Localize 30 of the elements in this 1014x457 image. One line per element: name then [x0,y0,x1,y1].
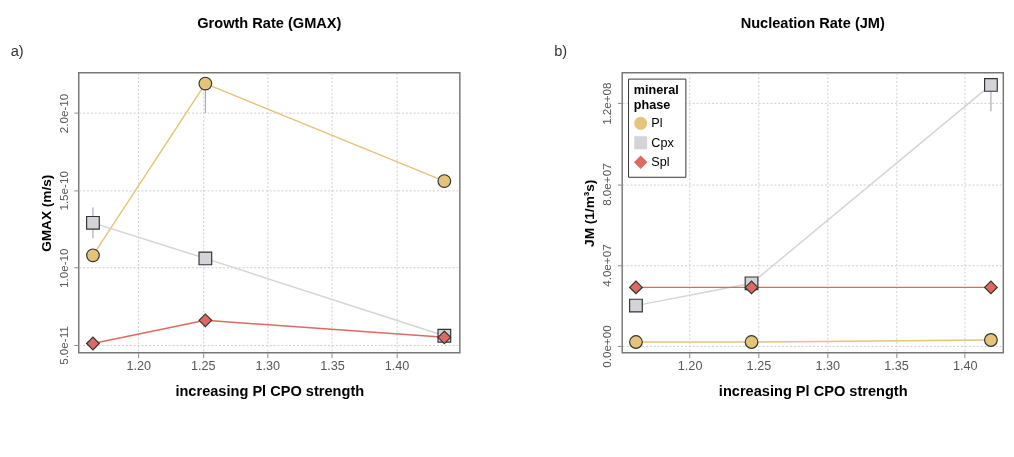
y-tick-label: 4.0e+07 [600,244,614,287]
chart-title: Growth Rate (GMAX) [197,15,342,32]
y-tick-label: 5.0e-11 [56,326,70,365]
x-tick-label: 1.25 [746,358,772,373]
y-tick-label: 2.0e-10 [56,93,70,134]
legend-label: Pl [651,116,663,131]
y-tick-label: 1.5e-10 [56,170,70,211]
legend-label: Spl [651,155,670,170]
x-tick-label: 1.20 [126,358,151,373]
x-tick-label: 1.35 [320,358,345,373]
legend-label: Cpx [651,135,675,150]
y-axis-title: JM (1/m³s) [582,179,598,247]
y-tick-label: 1.2e+08 [600,82,614,125]
y-tick-label: 8.0e+07 [600,163,614,206]
x-tick-label: 1.30 [255,358,281,373]
x-tick-label: 1.40 [952,358,978,373]
text: b) [554,43,568,60]
y-axis-title: GMAX (m/s) [39,174,55,252]
text: a) [10,43,24,60]
x-axis-title: increasing Pl CPO strength [718,383,908,400]
legend-title: mineral phase [633,83,679,112]
x-axis-title: increasing Pl CPO strength [175,383,365,400]
y-tick-label: 0.0e+00 [600,324,614,368]
y-tick-label: 1.0e-10 [56,247,70,288]
x-tick-label: 1.35 [884,358,909,373]
x-tick-label: 1.40 [384,358,410,373]
chart-title: Nucleation Rate (JM) [740,15,885,32]
x-tick-label: 1.25 [190,358,216,373]
x-tick-label: 1.20 [677,358,703,373]
x-tick-label: 1.30 [815,358,840,373]
